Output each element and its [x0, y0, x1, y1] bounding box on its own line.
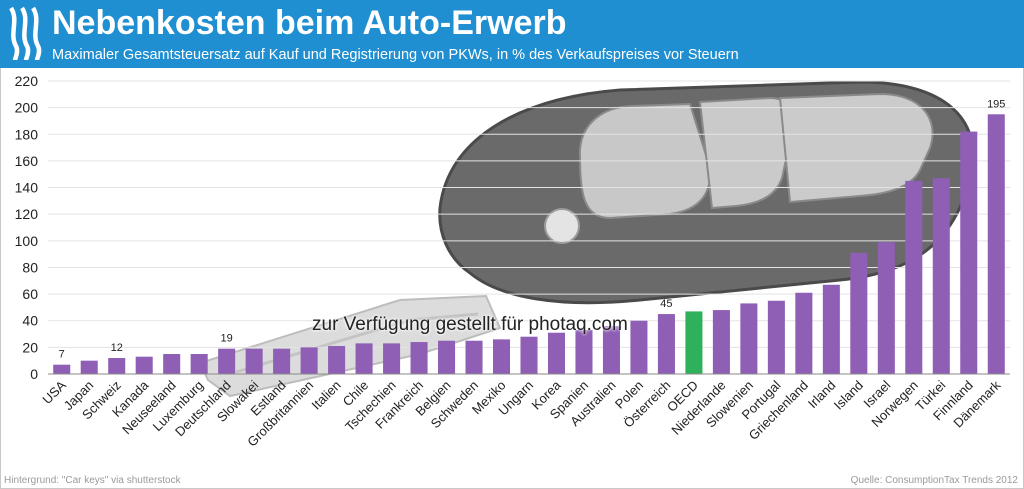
oecd-logo-icon — [8, 6, 42, 61]
bar-portugal — [767, 300, 785, 374]
data-label: 45 — [660, 298, 672, 310]
bar-usa — [53, 364, 71, 374]
y-tick-label: 140 — [15, 180, 39, 196]
car-key-background — [198, 80, 975, 398]
bar-italien — [328, 346, 346, 374]
y-tick-label: 80 — [22, 259, 38, 275]
bar-irland — [822, 284, 840, 374]
bar-australien — [602, 326, 620, 374]
bar-luxemburg — [190, 354, 208, 374]
x-axis-labels: USAJapanSchweizKanadaNeuseelandLuxemburg… — [39, 377, 1003, 449]
bar-tschechien — [383, 343, 401, 374]
x-tick-label: Irland — [805, 378, 839, 412]
bars — [53, 114, 1005, 374]
bar-spanien — [575, 330, 593, 374]
bar-norwegen — [905, 180, 923, 374]
y-tick-label: 40 — [22, 313, 38, 329]
bar-estland — [273, 348, 291, 374]
bar-großbritannien — [300, 347, 318, 374]
bar-chart: 0 20 40 60 80 100 120 140 160 180 200 220 7 12 19 45 19… — [15, 73, 1010, 449]
bar-belgien — [438, 340, 456, 374]
bar-ungarn — [520, 336, 538, 374]
bar-korea — [547, 332, 566, 374]
data-label: 12 — [111, 342, 123, 354]
y-tick-label: 120 — [15, 206, 39, 222]
y-tick-label: 180 — [15, 126, 39, 142]
bar-niederlande — [712, 310, 730, 374]
bar-dänemark — [987, 114, 1005, 374]
data-label: 19 — [221, 333, 233, 345]
source-note: Quelle: ConsumptionTax Trends 2012 — [850, 475, 1018, 486]
page-title: Nebenkosten beim Auto-Erwerb — [52, 4, 567, 42]
background-credit: Hintergrund: "Car keys" via shutterstock — [4, 475, 181, 486]
x-tick-label: Island — [831, 378, 866, 413]
bar-finnland — [960, 131, 978, 374]
bar-polen — [630, 320, 648, 374]
y-tick-label: 0 — [30, 366, 38, 382]
y-tick-label: 100 — [15, 233, 39, 249]
bar-slowakei — [245, 348, 263, 374]
bar-mexiko — [492, 339, 511, 374]
bar-griechenland — [795, 292, 813, 374]
bar-oecd — [685, 311, 703, 374]
y-tick-label: 200 — [15, 100, 39, 116]
bar-chile — [355, 343, 373, 374]
bar-kanada — [135, 356, 153, 374]
bar-japan — [80, 360, 98, 374]
header-bar: Nebenkosten beim Auto-Erwerb Maximaler G… — [0, 0, 1024, 68]
bar-israel — [877, 242, 895, 374]
y-tick-label: 20 — [22, 339, 38, 355]
bar-frankreich — [410, 342, 428, 374]
bar-island — [850, 252, 868, 374]
data-labels: 7 12 19 45 195 — [59, 98, 1006, 360]
bar-slowenien — [740, 303, 758, 374]
bar-österreich — [657, 314, 675, 374]
watermark-text: zur Verfügung gestellt für photaq.com — [312, 314, 628, 335]
y-axis-ticks: 0 20 40 60 80 100 120 140 160 180 200 220 — [15, 73, 39, 382]
bar-neuseeland — [163, 354, 181, 374]
y-tick-label: 160 — [15, 153, 39, 169]
page-subtitle: Maximaler Gesamtsteuersatz auf Kauf und … — [52, 47, 739, 63]
y-tick-label: 220 — [15, 73, 39, 89]
data-label: 7 — [59, 349, 65, 361]
y-tick-label: 60 — [22, 286, 38, 302]
bar-deutschland — [218, 348, 236, 374]
bar-schweiz — [108, 358, 126, 374]
data-label: 195 — [987, 98, 1005, 110]
bar-türkei — [932, 178, 950, 374]
x-tick-label: Italien — [309, 378, 344, 413]
bar-schweden — [465, 340, 483, 374]
